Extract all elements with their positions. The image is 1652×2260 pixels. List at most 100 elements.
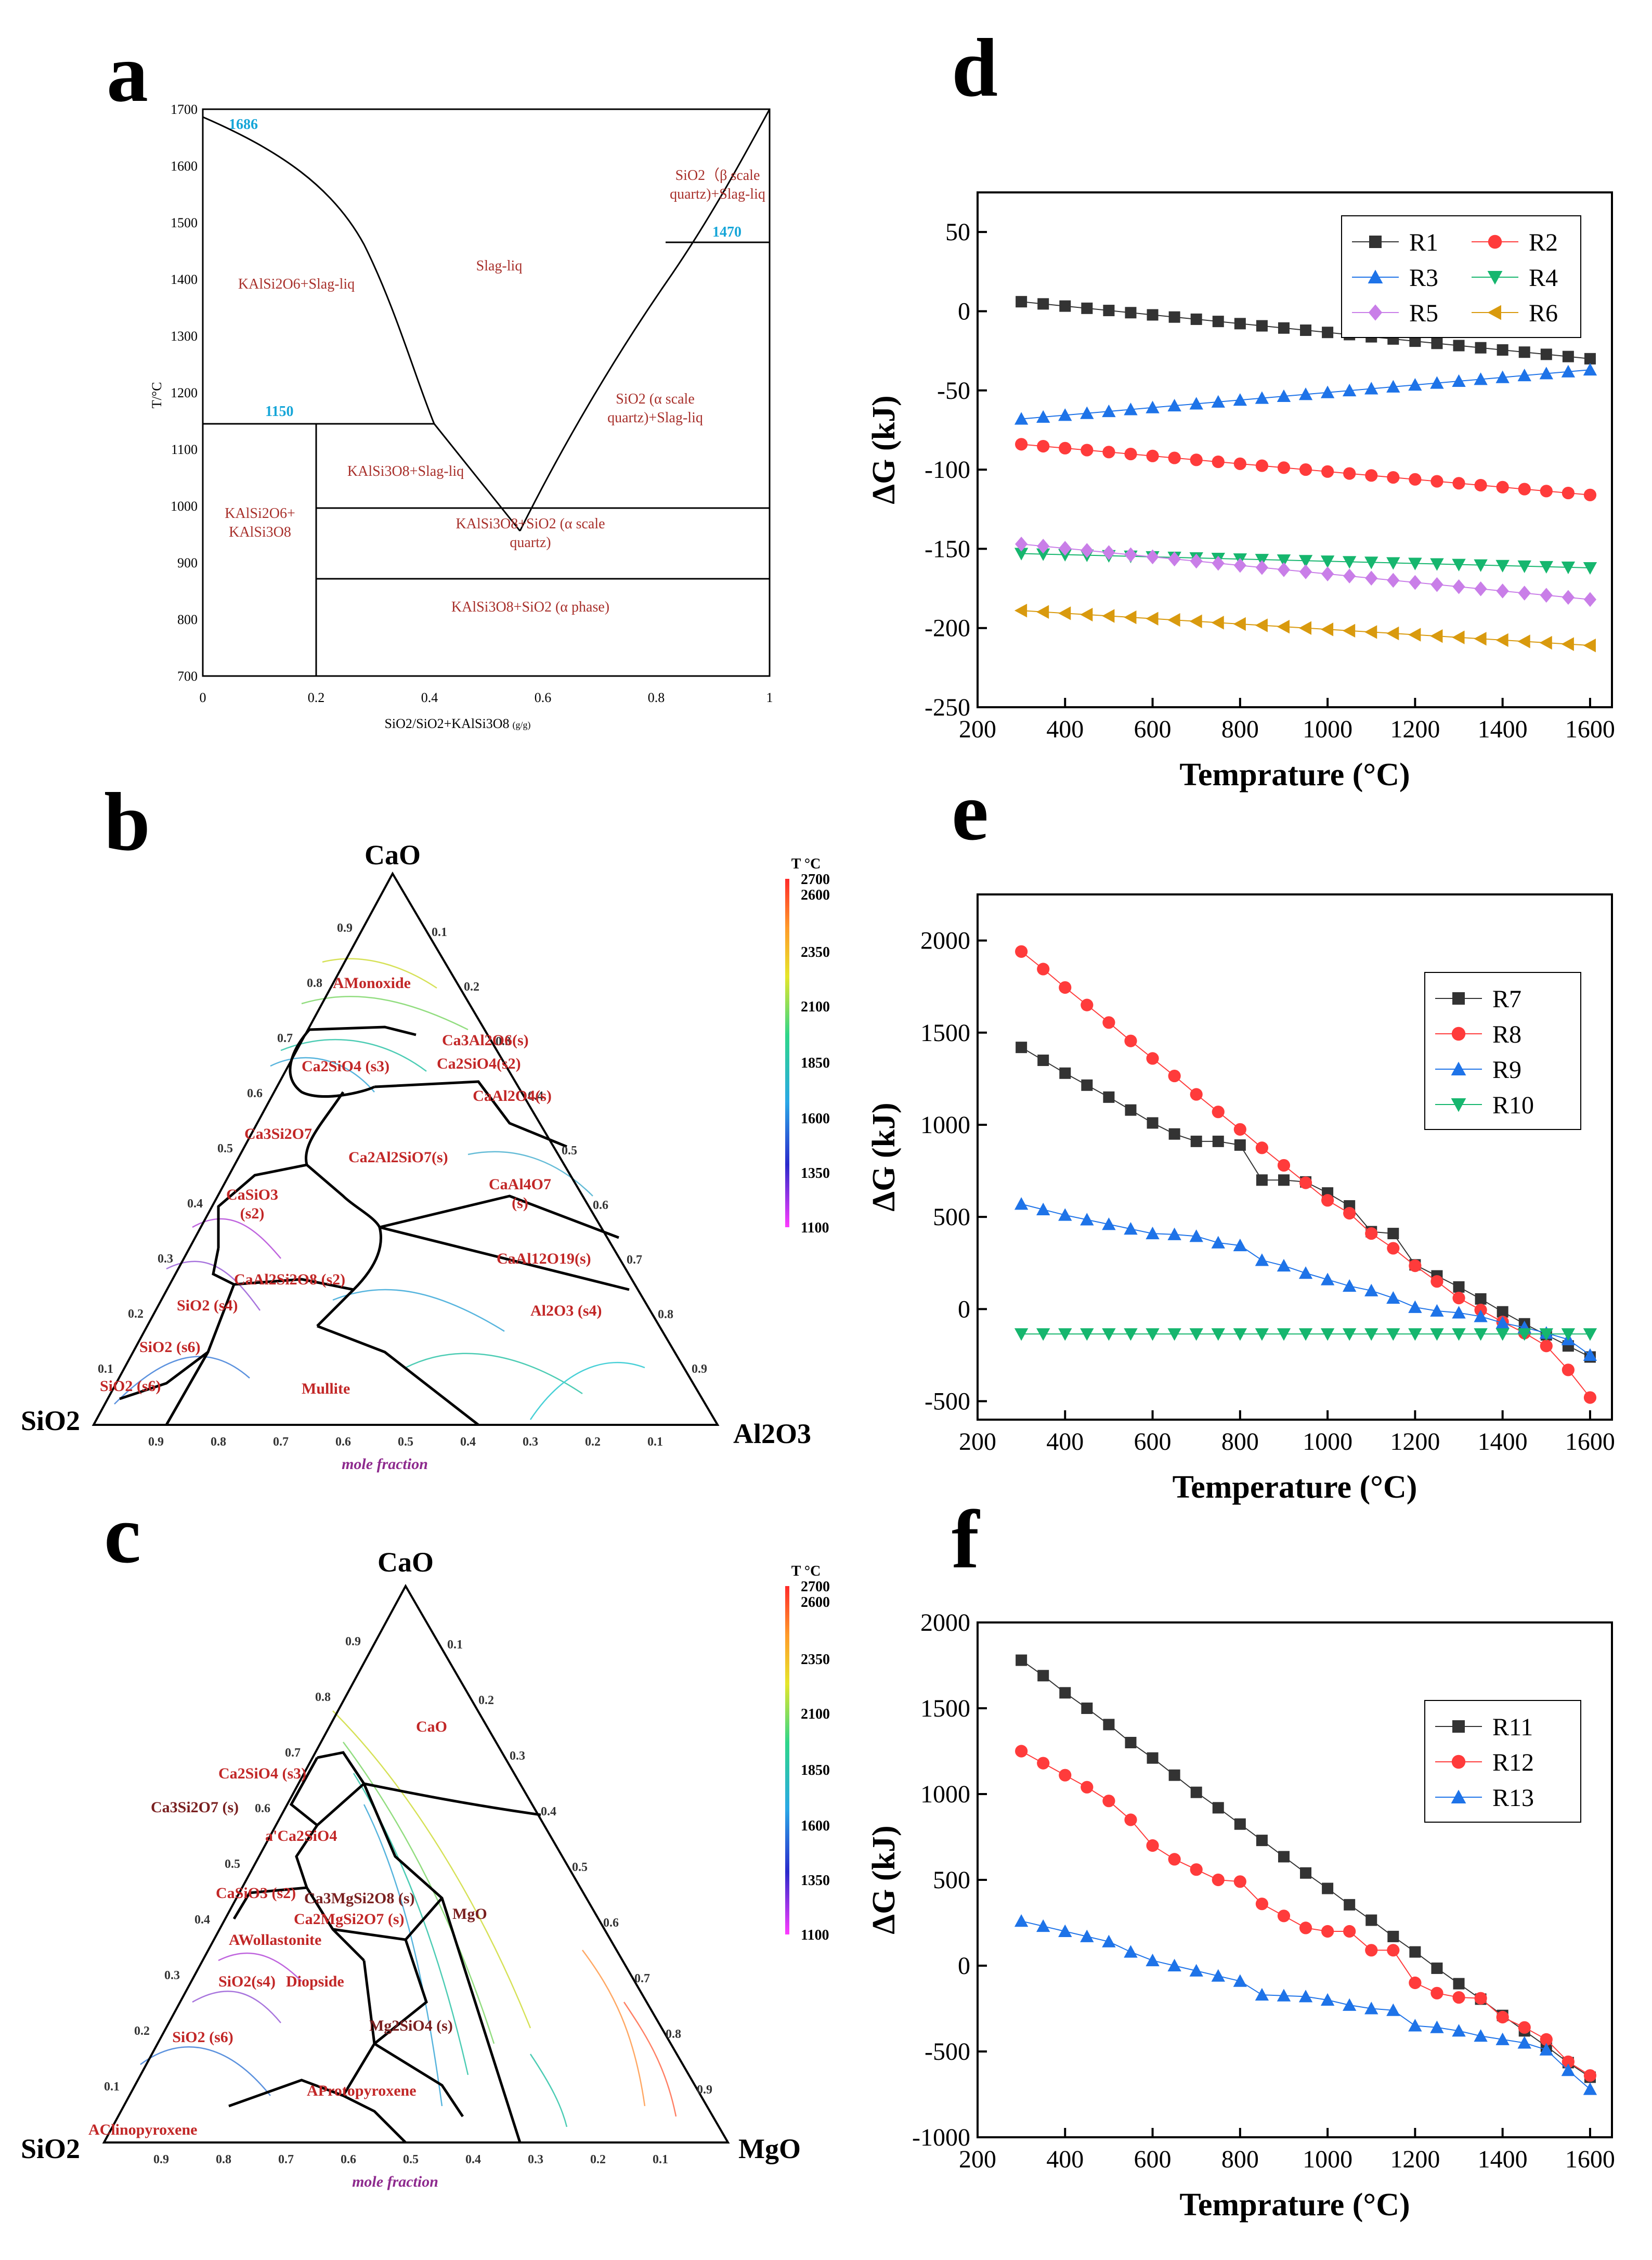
data-point-R7 — [1278, 1174, 1290, 1186]
data-point-R6 — [1386, 626, 1399, 641]
chart-b-colorbar-ticks: 2700 2600 2350 2100 1850 1600 1350 1100 — [801, 872, 830, 1236]
chart-c-tick: 0.8 — [216, 2153, 231, 2166]
data-point-R2 — [1146, 449, 1159, 462]
data-point-R11 — [1256, 1835, 1268, 1847]
data-point-R13 — [1233, 1974, 1247, 1987]
legend-item-R4: R4 — [1472, 264, 1558, 292]
data-point-R7 — [1453, 1281, 1465, 1293]
x-tick-label: 800 — [1221, 2146, 1259, 2173]
chart-c-cbar-tick: 2350 — [801, 1652, 830, 1668]
chart-a-xtick: 1 — [766, 690, 773, 705]
chart-c-regions: CaO Ca2SiO4 (s3) Ca3Si2O7 (s) a'Ca2SiO4 … — [88, 1718, 487, 2138]
data-point-R12 — [1102, 1795, 1115, 1808]
data-point-R6 — [1189, 614, 1202, 629]
data-point-R12 — [1496, 2010, 1509, 2024]
data-point-R7 — [1147, 1117, 1159, 1129]
chart-a-liquidus-right — [519, 109, 771, 531]
data-point-R13 — [1320, 1993, 1335, 2006]
chart-b-bottom-ticks: 0.9 0.8 0.7 0.6 0.5 0.4 0.3 0.2 0.1 — [148, 1435, 663, 1449]
data-point-R8 — [1255, 1141, 1268, 1154]
chart-a-xtick: 0 — [200, 690, 206, 705]
data-point-R7 — [1016, 1042, 1027, 1054]
data-point-R2 — [1387, 471, 1400, 484]
data-point-R1 — [1125, 307, 1137, 319]
chart-b-cbar-tick: 2600 — [801, 887, 830, 903]
chart-b-tick: 0.9 — [337, 921, 353, 935]
chart-b-tick: 0.6 — [247, 1087, 263, 1100]
series-R10 — [1014, 1328, 1597, 1341]
data-point-R5 — [1583, 592, 1597, 607]
data-point-R6 — [1474, 632, 1487, 646]
chart-b-cbar-tick: 1350 — [801, 1165, 830, 1181]
chart-b-tick: 0.8 — [658, 1308, 673, 1321]
legend-label: R8 — [1492, 1021, 1521, 1048]
y-tick-label: -1000 — [912, 2124, 970, 2151]
legend-label: R4 — [1529, 264, 1558, 292]
data-point-R11 — [1322, 1882, 1334, 1894]
data-point-R13 — [1146, 1953, 1160, 1967]
chart-a-x-ticks: 0 0.2 0.4 0.6 0.8 1 — [200, 690, 773, 705]
chart-b-tick: 0.1 — [647, 1435, 663, 1449]
data-point-R9 — [1233, 1238, 1247, 1252]
data-point-R2 — [1124, 447, 1137, 461]
data-point-R6 — [1364, 625, 1377, 639]
legend-label: R3 — [1409, 264, 1438, 292]
chart-c-bottom-ticks: 0.9 0.8 0.7 0.6 0.5 0.4 0.3 0.2 0.1 — [153, 2153, 668, 2166]
data-point-R1 — [1190, 313, 1202, 325]
y-tick-label: 500 — [933, 1866, 970, 1894]
chart-b-tick: 0.9 — [692, 1362, 707, 1376]
legend-item-R1: R1 — [1352, 229, 1438, 256]
chart-b-region: Ca3Al2O6(s) — [442, 1032, 529, 1049]
data-point-R5 — [1168, 551, 1181, 567]
chart-f-line: 200 400 600 800 1000 1200 1400 1600 -1000 -500 0 50… — [866, 1609, 1615, 2223]
chart-c-tick: 0.1 — [653, 2153, 668, 2166]
chart-b-region: CaAl12O19(s) — [497, 1250, 591, 1267]
data-point-R6 — [1320, 622, 1334, 637]
data-point-R9 — [1298, 1266, 1313, 1279]
data-point-R12 — [1037, 1757, 1050, 1770]
chart-c-ternary: CaO SiO2 MgO 0.1 0.2 0.3 0.4 0.5 0.6 0.7… — [21, 1547, 830, 2190]
data-point-R13 — [1058, 1924, 1072, 1937]
x-tick-label: 400 — [1046, 2146, 1084, 2173]
data-point-R5 — [1562, 590, 1575, 605]
panel-label-e: e — [952, 765, 989, 858]
data-point-R6 — [1408, 628, 1421, 642]
data-point-R11 — [1190, 1786, 1202, 1798]
data-point-R2 — [1190, 453, 1203, 466]
y-tick-label: 1500 — [920, 1019, 970, 1047]
data-point-R10 — [1189, 1328, 1203, 1341]
data-point-R13 — [1364, 2002, 1378, 2015]
data-point-R13 — [1080, 1929, 1094, 1942]
data-point-R4 — [1495, 560, 1510, 573]
chart-a-region: SiO2（β scale quartz)+Slag-liq — [670, 167, 765, 203]
chart-a-ytick: 1600 — [171, 159, 198, 174]
data-point-R1 — [1234, 318, 1246, 330]
data-point-R13 — [1211, 1969, 1225, 1982]
data-point-R10 — [1342, 1328, 1357, 1341]
y-tick-label: 0 — [958, 297, 970, 325]
data-point-R10 — [1036, 1328, 1050, 1341]
x-tick-label: 400 — [1046, 1428, 1084, 1456]
data-point-R2 — [1299, 463, 1312, 476]
data-point-R10 — [1539, 1328, 1553, 1341]
data-point-R6 — [1452, 630, 1465, 644]
data-point-R12 — [1233, 1875, 1246, 1888]
chart-c-tick: 0.2 — [590, 2153, 606, 2166]
chart-c-vertex-left: SiO2 — [21, 2133, 80, 2164]
legend-marker — [1451, 1789, 1466, 1803]
data-point-R4 — [1364, 556, 1378, 569]
chart-a-temp-1150: 1150 — [265, 404, 293, 420]
data-point-R3 — [1495, 370, 1510, 383]
data-point-R9 — [1386, 1291, 1400, 1304]
chart-b-vertex-top: CaO — [365, 839, 421, 871]
x-tick-label: 1000 — [1303, 716, 1352, 743]
chart-b-tick: 0.2 — [585, 1435, 601, 1449]
chart-a-ytick: 1100 — [171, 442, 198, 457]
chart-c-vertex-top: CaO — [378, 1547, 434, 1578]
chart-b-tick: 0.9 — [148, 1435, 164, 1449]
x-axis-label: Temperature (°C) — [1173, 1470, 1417, 1505]
chart-b-tick: 0.8 — [307, 977, 322, 990]
data-point-R4 — [1386, 557, 1400, 570]
chart-b-axis-label: mole fraction — [342, 1456, 428, 1473]
data-point-R10 — [1583, 1328, 1597, 1341]
